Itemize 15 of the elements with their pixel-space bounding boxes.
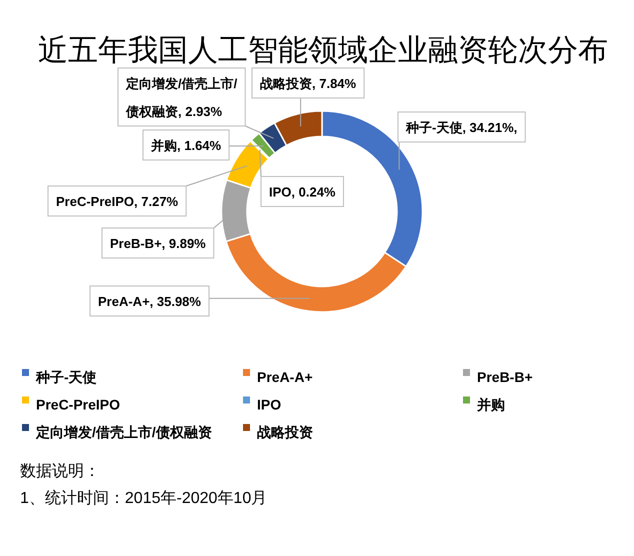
legend-label: PreA-A+: [257, 369, 313, 385]
title: 近五年我国人工智能领域企业融资轮次分布: [38, 34, 608, 67]
legend-label: IPO: [257, 396, 282, 412]
data-label: PreC-PreIPO, 7.27%: [56, 194, 179, 209]
legend-label: 战略投资: [257, 424, 313, 440]
data-label: 战略投资, 7.84%: [260, 76, 357, 91]
legend-label: 种子-天使: [35, 369, 97, 385]
data-label: 种子-天使, 34.21%,: [405, 120, 518, 135]
legend-label: 并购: [476, 396, 505, 412]
legend-label: PreB-B+: [477, 369, 533, 385]
data-label: PreB-B+, 9.89%: [110, 236, 206, 251]
data-label: 并购, 1.64%: [150, 138, 222, 153]
data-label: 定向增发/借壳上市/债权融资, 2.93%: [125, 76, 238, 119]
data-label: PreA-A+, 35.98%: [98, 294, 202, 309]
data-label: IPO, 0.24%: [269, 184, 336, 200]
